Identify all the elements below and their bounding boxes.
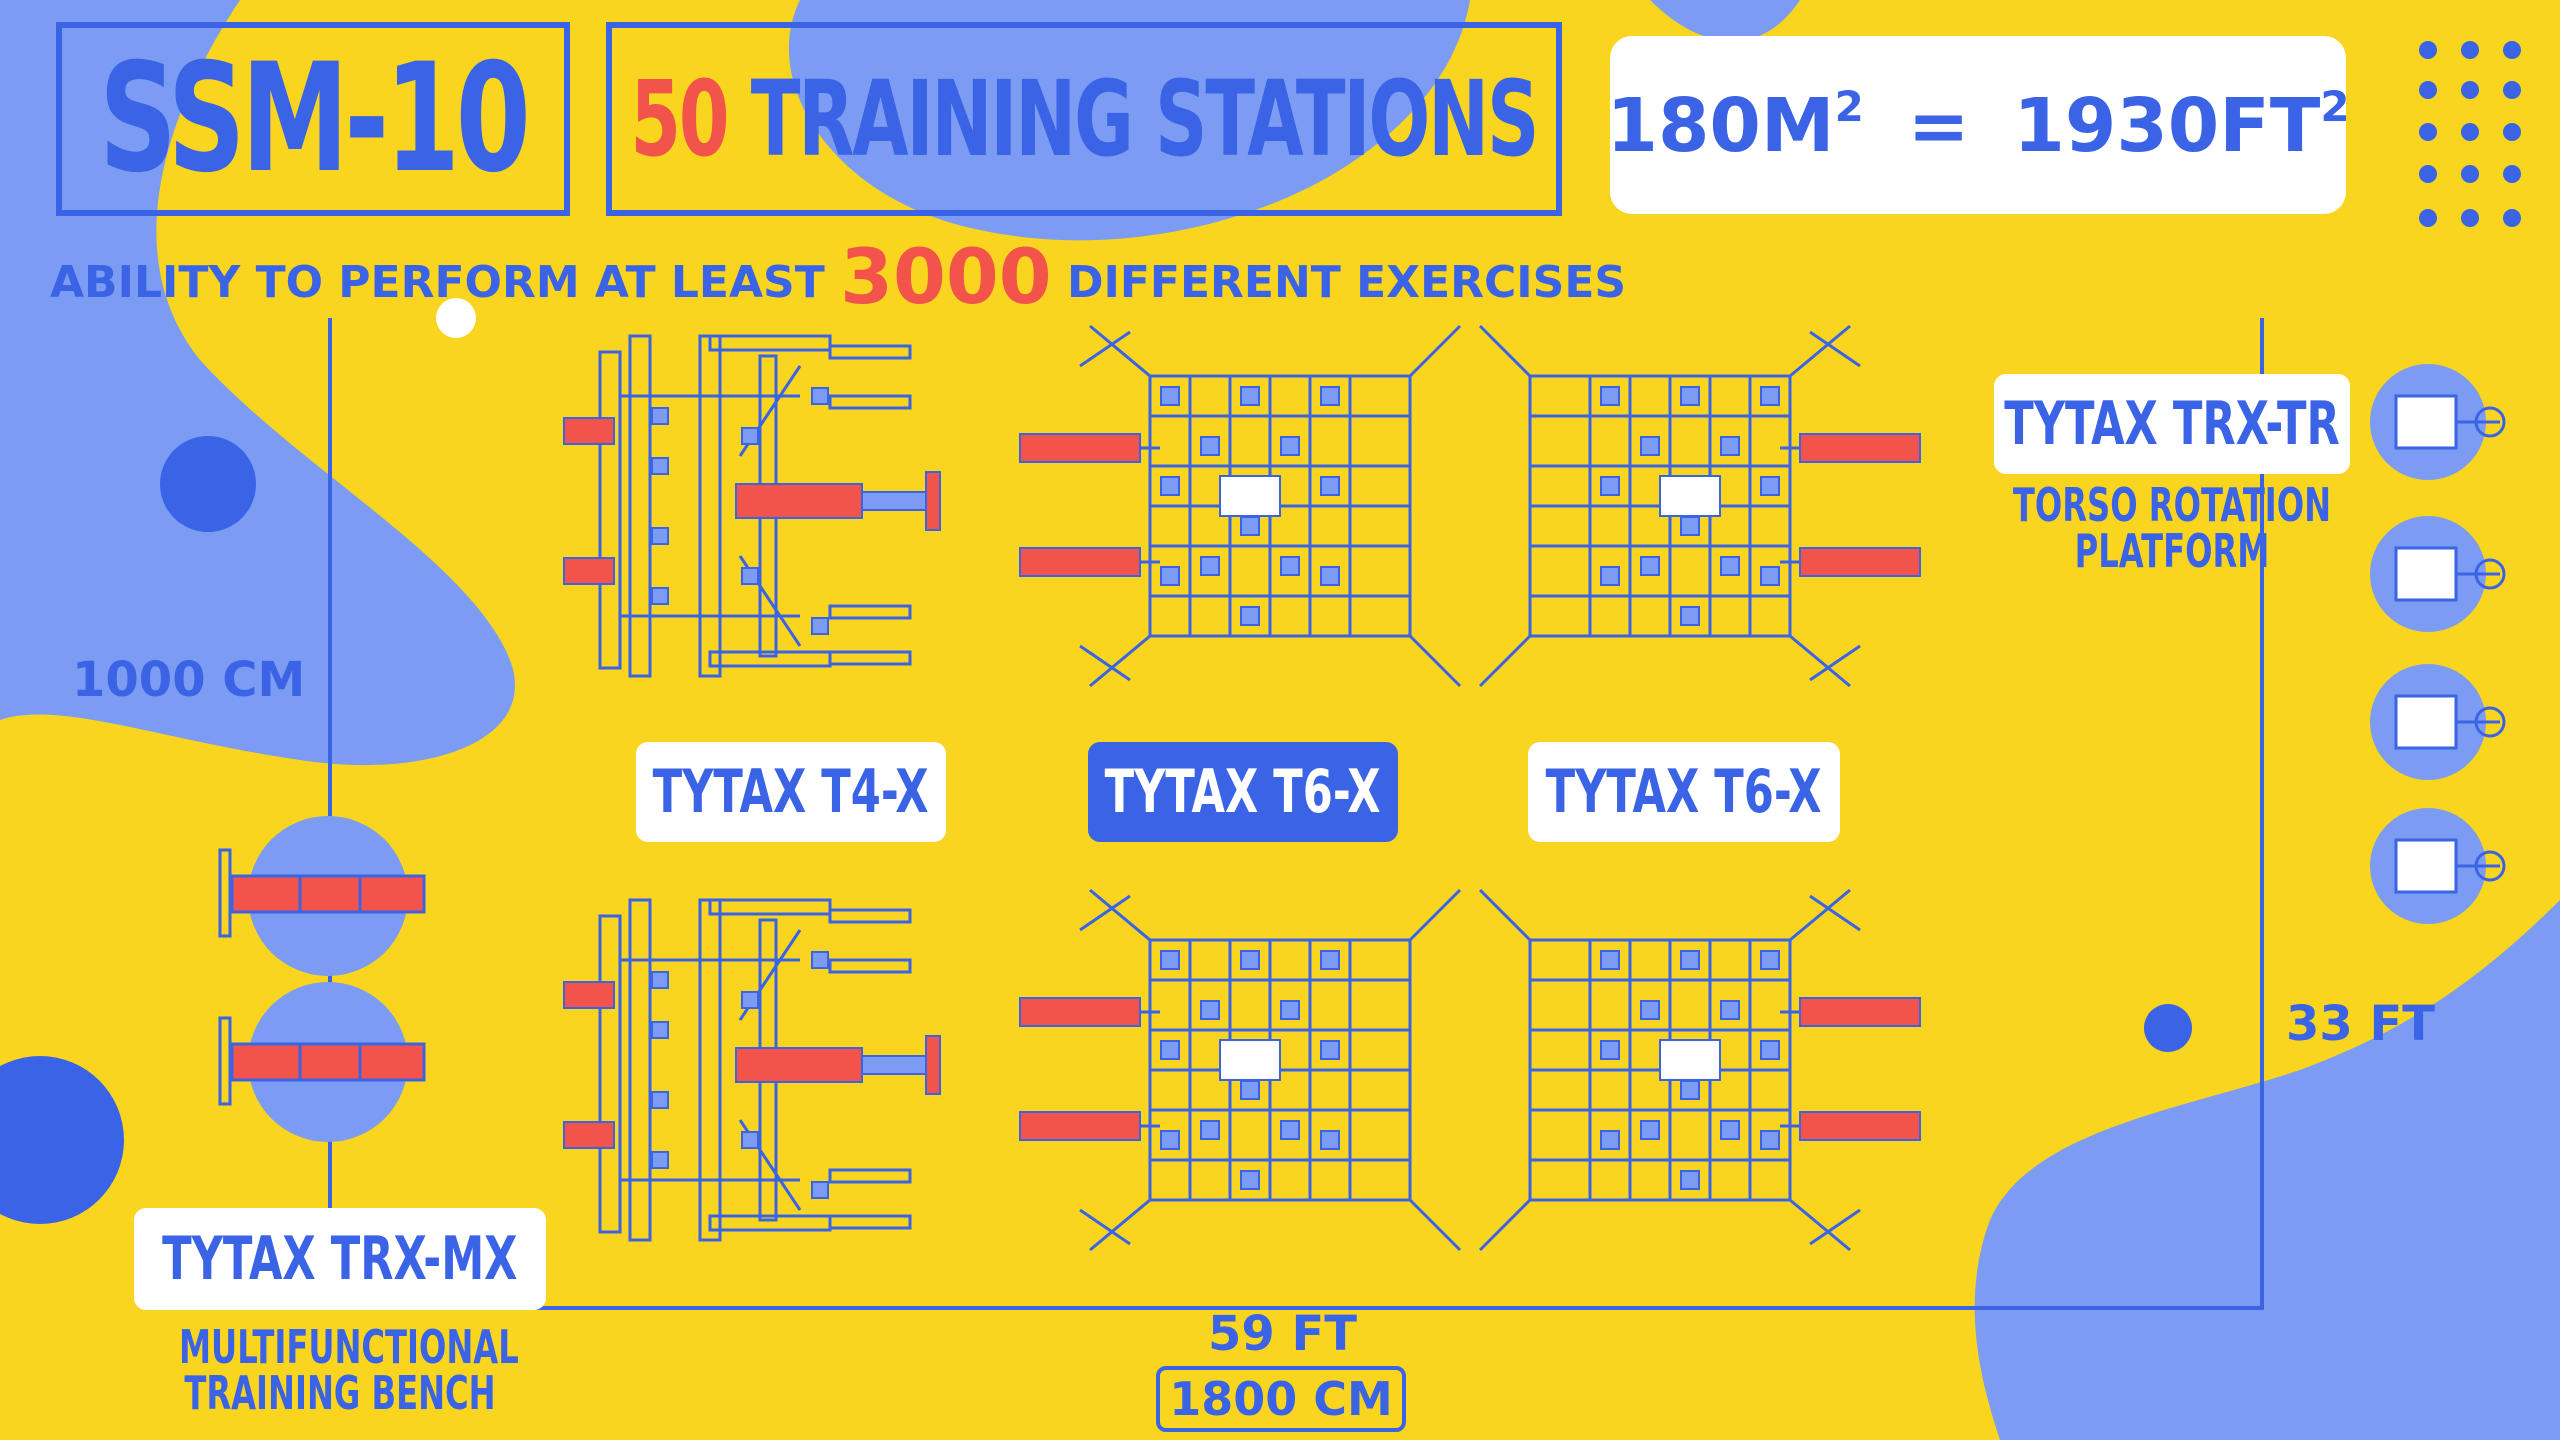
deco-circle-bottom-left <box>0 1056 124 1224</box>
stations-label: TRAINING STATIONS <box>750 58 1540 180</box>
label-t4x: TYTAX T4-X <box>636 742 946 842</box>
area-metric: 180M <box>1606 82 1835 169</box>
stations-count: 50 <box>630 58 730 180</box>
area-imperial-exponent: 2 <box>2320 81 2350 131</box>
trx-tr-platform-2 <box>2370 516 2506 632</box>
exercises-subtitle: ABILITY TO PERFORM AT LEAST 3000 DIFFERE… <box>50 232 1626 321</box>
label-trx-tr: TYTAX TRX-TR <box>1994 374 2350 474</box>
deco-circle-right <box>2144 1004 2192 1052</box>
area-equals: = <box>1907 82 1970 169</box>
trx-tr-platform-4 <box>2370 808 2506 924</box>
bottom-right-blob-shape <box>1974 900 2560 1440</box>
trx-tr-platforms <box>2370 364 2506 924</box>
stations-box: 50 TRAINING STATIONS <box>606 22 1562 216</box>
label-trx-tr-text: TYTAX TRX-TR <box>2004 389 2340 459</box>
height-ft-label: 33 FT <box>2286 996 2436 1052</box>
label-trx-mx-text: TYTAX TRX-MX <box>162 1224 518 1294</box>
t6x-unit-center-top <box>1019 324 1462 688</box>
trx-tr-platform-3 <box>2370 664 2506 780</box>
label-t6x-center-text: TYTAX T6-X <box>1105 757 1381 827</box>
trx-tr-caption: TORSO ROTATION PLATFORM <box>2011 482 2333 574</box>
width-cm-label: 1800 CM <box>1156 1366 1406 1432</box>
dimension-lines <box>328 318 2264 1310</box>
label-t6x-right-text: TYTAX T6-X <box>1546 757 1822 827</box>
subtitle-after: DIFFERENT EXERCISES <box>1066 257 1627 308</box>
label-t6x-right: TYTAX T6-X <box>1528 742 1840 842</box>
t6x-unit-center-bottom <box>1019 888 1462 1252</box>
t4x-unit-bottom <box>563 898 941 1242</box>
top-blob-shape <box>788 0 1470 241</box>
dot-grid-decoration <box>2419 41 2521 227</box>
trx-tr-caption-line2: PLATFORM <box>2074 524 2270 578</box>
trx-mx-caption: MULTIFUNCTIONAL TRAINING BENCH <box>179 1320 519 1420</box>
label-trx-mx: TYTAX TRX-MX <box>134 1208 546 1310</box>
area-metric-exponent: 2 <box>1834 81 1864 131</box>
area-text: 180M2 = 1930FT2 <box>1606 82 2349 169</box>
trx-mx-bench-top <box>218 816 426 976</box>
logo-box: SSM-10 <box>56 22 570 216</box>
t4x-unit-top <box>563 334 941 678</box>
top-right-blob-shape <box>1650 0 1800 42</box>
area-imperial: 1930FT <box>2013 82 2321 169</box>
deco-circle-white <box>436 298 476 338</box>
t6x-unit-right-bottom <box>1478 888 1921 1252</box>
width-ft-label: 59 FT <box>1208 1306 1358 1362</box>
subtitle-number: 3000 <box>840 232 1052 321</box>
trx-mx-caption-line1: MULTIFUNCTIONAL <box>179 1320 519 1374</box>
trx-tr-platform-1 <box>2370 364 2506 480</box>
height-cm-label: 1000 CM <box>72 652 306 708</box>
area-box: 180M2 = 1930FT2 <box>1606 36 2350 214</box>
logo-text: SSM-10 <box>99 32 531 206</box>
deco-circle-left <box>160 436 256 532</box>
trx-mx-caption-line2: TRAINING BENCH <box>184 1366 496 1420</box>
left-blob-shape <box>0 0 515 766</box>
subtitle-before: ABILITY TO PERFORM AT LEAST <box>50 257 825 308</box>
t6x-unit-right-top <box>1478 324 1921 688</box>
trx-tr-caption-line1: TORSO ROTATION <box>2012 478 2332 532</box>
label-t4x-text: TYTAX T4-X <box>653 757 929 827</box>
trx-mx-bench-bottom <box>218 982 426 1142</box>
label-t6x-center: TYTAX T6-X <box>1088 742 1398 842</box>
stations-heading: 50 TRAINING STATIONS <box>630 58 1540 180</box>
